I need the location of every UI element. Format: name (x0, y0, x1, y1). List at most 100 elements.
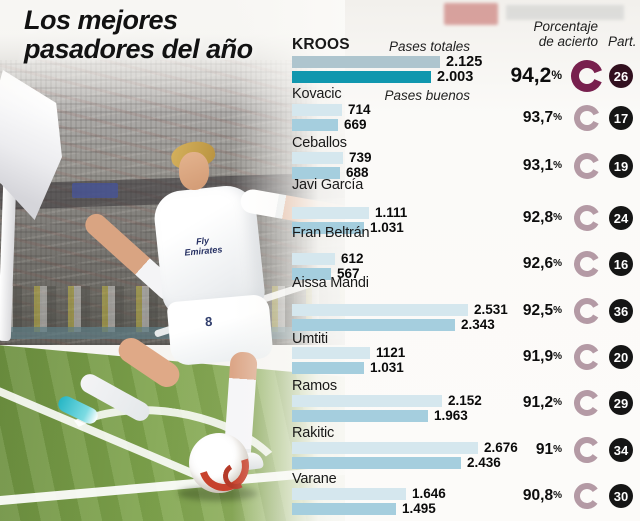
good-passes-bar (292, 319, 455, 331)
accuracy-percent: 91,9% (523, 348, 562, 366)
total-passes-bar (292, 104, 342, 116)
accuracy-percent-number: 92,5 (522, 302, 554, 319)
good-passes-value: 2.436 (467, 455, 501, 470)
total-passes-value: 1.646 (412, 486, 446, 501)
total-passes-bar (292, 304, 468, 316)
accuracy-percent-number: 93,7 (522, 109, 554, 126)
accuracy-donut-icon (573, 389, 601, 417)
percent-sign: % (553, 490, 562, 501)
accuracy-percent-number: 91 (535, 441, 554, 458)
appearances-badge: 29 (609, 391, 633, 415)
good-passes-value: 2.343 (461, 317, 495, 332)
accuracy-percent: 93,1% (523, 157, 562, 175)
appearances-badge: 17 (609, 106, 633, 130)
player-name: Aissa Mandi (292, 275, 369, 291)
percent-sign: % (553, 112, 562, 123)
accuracy-percent-number: 90,8 (522, 487, 554, 504)
accuracy-donut-icon (573, 436, 601, 464)
appearances-badge: 16 (609, 252, 633, 276)
player-name: KROOS (292, 36, 350, 53)
appearances-badge: 34 (609, 438, 633, 462)
good-passes-bar (292, 268, 331, 280)
accuracy-percent-number: 92,6 (522, 255, 554, 272)
scoreboard-sign (72, 183, 118, 198)
accuracy-percent-number: 91,9 (522, 348, 554, 365)
total-passes-value: 2.152 (448, 393, 482, 408)
page-title: Los mejores pasadores del año (24, 6, 253, 64)
accuracy-percent-number: 94,2 (510, 64, 552, 87)
football-player: Fly Emirates 8 (55, 137, 364, 490)
good-passes-value: 567 (337, 266, 360, 281)
percent-sign: % (551, 68, 562, 82)
percent-sign: % (553, 305, 562, 316)
total-passes-value: 2.676 (484, 440, 518, 455)
accuracy-percent: 92,6% (523, 255, 562, 273)
accuracy-percent-number: 92,8 (522, 209, 554, 226)
percent-sign: % (553, 160, 562, 171)
good-passes-bar (292, 410, 428, 422)
good-passes-value: 688 (346, 165, 369, 180)
player-head (179, 152, 209, 190)
good-passes-bar (292, 503, 396, 515)
player-name: Fran Beltrán (292, 225, 370, 241)
total-passes-value: 612 (341, 251, 364, 266)
total-passes-value: 1121 (376, 345, 406, 360)
accuracy-donut-icon (573, 204, 601, 232)
good-passes-value: 2.003 (437, 69, 474, 85)
player-name: Ramos (292, 378, 337, 394)
accuracy-donut-icon (573, 297, 601, 325)
accuracy-donut-icon (573, 152, 601, 180)
good-passes-bar (292, 457, 461, 469)
good-passes-bar (292, 119, 338, 131)
accuracy-percent: 93,7% (523, 109, 562, 127)
percent-sign: % (553, 351, 562, 362)
total-passes-value: 1.111 (375, 205, 408, 220)
appearances-badge: 36 (609, 299, 633, 323)
title-line2: pasadores del año (24, 34, 253, 64)
appearances-badge: 30 (609, 484, 633, 508)
appearances-badge: 24 (609, 206, 633, 230)
good-passes-value: 1.031 (370, 220, 404, 235)
title-line1: Los mejores (24, 5, 178, 35)
legend-pases-buenos: Pases buenos (384, 88, 470, 103)
percent-sign: % (553, 258, 562, 269)
total-passes-bar (292, 207, 369, 219)
column-header-appearances: Part. (608, 34, 637, 49)
accuracy-percent: 90,8% (523, 487, 562, 505)
accuracy-percent-number: 93,1 (522, 157, 554, 174)
total-passes-bar (292, 347, 370, 359)
accuracy-percent: 91% (536, 441, 562, 459)
total-passes-bar (292, 253, 335, 265)
percent-sign: % (553, 397, 562, 408)
accuracy-donut-icon (573, 104, 601, 132)
good-passes-value: 1.963 (434, 408, 468, 423)
legend-pases-totales: Pases totales (388, 39, 470, 54)
good-passes-value: 1.031 (370, 360, 404, 375)
player-name: Varane (292, 471, 337, 487)
total-passes-bar (292, 442, 478, 454)
faded-red-sign (444, 3, 498, 25)
player-name: Kovacic (292, 86, 342, 102)
appearances-badge: 26 (609, 64, 633, 88)
accuracy-percent: 91,2% (523, 394, 562, 412)
accuracy-donut-icon (570, 59, 604, 93)
player-name: Javi García (292, 177, 364, 193)
percent-sign: % (553, 444, 562, 455)
accuracy-donut-icon (573, 343, 601, 371)
good-passes-bar (292, 71, 431, 83)
total-passes-value: 714 (348, 102, 371, 117)
faded-gray-sign (506, 5, 624, 20)
player-name: Rakitic (292, 425, 335, 441)
appearances-badge: 20 (609, 345, 633, 369)
accuracy-header-line2: de acierto (538, 33, 598, 49)
good-passes-bar (292, 167, 340, 179)
accuracy-donut-icon (573, 482, 601, 510)
accuracy-percent: 92,8% (523, 209, 562, 227)
accuracy-percent: 94,2% (510, 64, 562, 88)
appearances-badge: 19 (609, 154, 633, 178)
player-name: Ceballos (292, 135, 347, 151)
total-passes-bar (292, 152, 343, 164)
total-passes-bar (292, 395, 442, 407)
